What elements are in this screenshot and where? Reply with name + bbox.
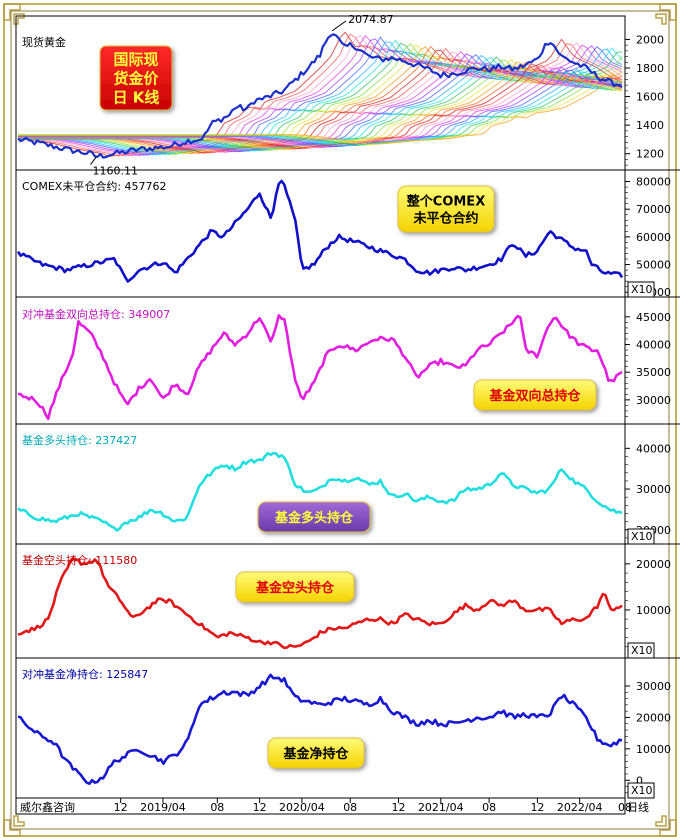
series-line-6 bbox=[17, 673, 623, 786]
series-layer bbox=[16, 33, 624, 786]
y-tick-label: 35000 bbox=[636, 366, 671, 379]
corner-ornament-bl bbox=[3, 815, 25, 837]
unit-box bbox=[627, 782, 655, 799]
y-tick-label: 2000 bbox=[636, 33, 664, 46]
callout-text: 国际现 bbox=[113, 51, 158, 69]
callout-text: 基金空头持仓 bbox=[255, 580, 335, 596]
y-tick-label: 1800 bbox=[636, 62, 664, 75]
callout-text: 未平仓合约 bbox=[412, 210, 478, 226]
y-tick-label: 50000 bbox=[636, 259, 671, 272]
callout-box bbox=[267, 737, 365, 769]
unit-label: X10 bbox=[631, 784, 653, 797]
y-tick-label: 20000 bbox=[636, 558, 671, 571]
ma-ribbon-line bbox=[18, 42, 623, 155]
x-tick-label: 12 bbox=[253, 801, 267, 814]
y-tick-label: 60000 bbox=[636, 231, 671, 244]
x-tick-label: 2022/04 bbox=[557, 801, 603, 814]
x-tick-label: 2020/04 bbox=[279, 801, 325, 814]
low-pointer bbox=[90, 156, 97, 165]
x-tick-label: 08 bbox=[482, 801, 496, 814]
y-tick-label: 80000 bbox=[636, 176, 671, 189]
x-tick-label: 08 bbox=[210, 801, 224, 814]
corner-ornament-tl bbox=[3, 3, 25, 25]
footer-period: 日线 bbox=[627, 800, 649, 814]
x-tick-label: 08 bbox=[343, 801, 357, 814]
x-axis-ticks: 12 2019/04 08 12 2020/04 08 12 2021/04 08 12 2022/… bbox=[114, 798, 632, 814]
y-tick-label: 10000 bbox=[636, 743, 671, 756]
x-tick-label: 2019/04 bbox=[140, 801, 186, 814]
y-tick-label: 70000 bbox=[636, 203, 671, 216]
corner-ornament-tr bbox=[655, 3, 677, 25]
unit-box bbox=[627, 642, 655, 659]
unit-box bbox=[627, 528, 655, 545]
y-tick-label: 30000 bbox=[636, 680, 671, 693]
x-tick-label: 12 bbox=[530, 801, 544, 814]
y-tick-label: 0 bbox=[636, 774, 643, 787]
corner-ornament-br bbox=[655, 815, 677, 837]
callout-text: 基金多头持仓 bbox=[274, 510, 354, 526]
y-tick-label: 20000 bbox=[636, 711, 671, 724]
callout-text: 基金双向总持仓 bbox=[488, 388, 581, 404]
series-line-4 bbox=[17, 451, 623, 532]
y-tick-label: 45000 bbox=[636, 311, 671, 324]
x-tick-label: 12 bbox=[114, 801, 128, 814]
y-tick-label: 1400 bbox=[636, 119, 664, 132]
panel-title: 现货黄金 bbox=[22, 35, 66, 49]
high-annotation: 2074.87 bbox=[348, 13, 394, 26]
y-tick-label: 30000 bbox=[636, 394, 671, 407]
series-line-3 bbox=[17, 314, 623, 421]
ma-ribbon-line bbox=[18, 74, 623, 145]
high-pointer bbox=[331, 20, 347, 32]
moving-average-ribbons bbox=[18, 31, 623, 158]
y-tick-label: 1600 bbox=[636, 91, 664, 104]
ma-ribbon-line bbox=[18, 33, 623, 157]
callout-text: 整个COMEX bbox=[406, 193, 485, 209]
inner-border bbox=[10, 10, 670, 830]
callout-text: 日 K线 bbox=[113, 89, 160, 107]
panel-title: 对冲基金净持仓: 125847 bbox=[22, 667, 148, 681]
panel-title: COMEX未平仓合约: 457762 bbox=[22, 179, 167, 193]
series-line-1 bbox=[17, 33, 623, 159]
x-tick-label: 2021/04 bbox=[418, 801, 464, 814]
x-tick-label: 12 bbox=[392, 801, 406, 814]
y-tick-label: 10000 bbox=[636, 604, 671, 617]
panel-title: 基金空头持仓: 111580 bbox=[22, 553, 137, 567]
callout-box bbox=[235, 571, 355, 603]
y-tick-label: 40000 bbox=[636, 339, 671, 352]
callout-box bbox=[397, 185, 495, 233]
ma-ribbon-line bbox=[18, 44, 623, 155]
unit-label: X10 bbox=[631, 644, 653, 657]
callout-box bbox=[257, 501, 371, 533]
panel-title: 对冲基金双向总持仓: 349007 bbox=[22, 307, 170, 321]
footer-source: 威尔鑫咨询 bbox=[20, 800, 75, 814]
axes-layer: 2000 1800 1600 1400 1200 80000 70000 60000 50000… bbox=[625, 33, 671, 799]
unit-label: X10 bbox=[631, 283, 653, 296]
ma-ribbon-line bbox=[18, 46, 623, 155]
series-line-2 bbox=[16, 179, 624, 283]
callout-text: 货金价 bbox=[113, 70, 159, 88]
low-annotation: 1160.11 bbox=[93, 165, 138, 178]
ma-ribbon-line bbox=[18, 43, 623, 155]
callout-box bbox=[473, 379, 597, 411]
y-tick-label: 30000 bbox=[636, 483, 671, 496]
x-tick-label: 08 bbox=[618, 801, 632, 814]
series-line-5 bbox=[17, 557, 623, 650]
y-tick-label: 1200 bbox=[636, 148, 664, 161]
unit-label: X10 bbox=[631, 530, 653, 543]
outer-border bbox=[3, 3, 677, 837]
y-tick-label: 40000 bbox=[636, 442, 671, 455]
callout-box bbox=[99, 45, 173, 111]
callout-text: 基金净持仓 bbox=[282, 746, 349, 762]
unit-box bbox=[627, 281, 655, 298]
panel-title: 基金多头持仓: 237427 bbox=[22, 433, 137, 447]
